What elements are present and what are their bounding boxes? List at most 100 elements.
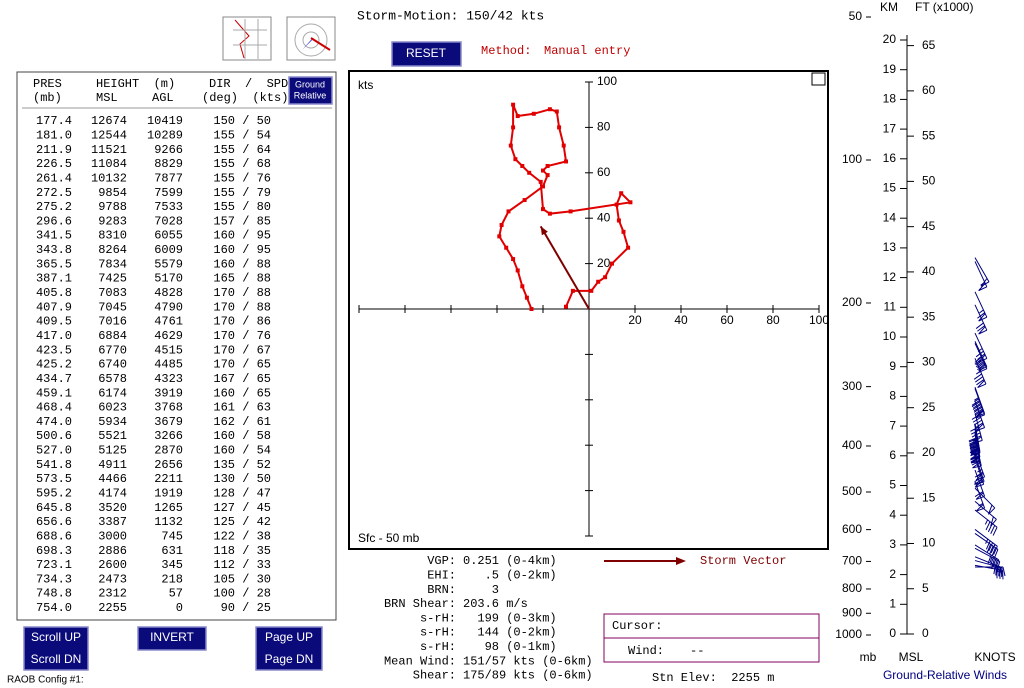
table-cell: 161 / 63 [213, 401, 271, 415]
table-cell: 6884 [98, 329, 127, 343]
table-cell: 459.1 [36, 386, 72, 400]
km-tick-label: 19 [883, 62, 897, 76]
ft-tick-label: 60 [922, 83, 936, 97]
km-tick-label: 12 [883, 270, 897, 284]
scroll-button[interactable] [23, 626, 89, 671]
table-cell: 226.5 [36, 157, 72, 171]
wind-barb [975, 566, 1006, 577]
table-cell: 155 / 76 [213, 171, 271, 185]
wind-value: -- [690, 644, 704, 658]
km-tick-label: 0 [889, 626, 896, 640]
table-cell: 11084 [91, 157, 127, 171]
reset-button[interactable] [391, 41, 462, 67]
table-cell: 4911 [98, 458, 127, 472]
table-cell: 4174 [98, 486, 127, 500]
zoom-icon[interactable] [811, 72, 826, 86]
table-cell: 409.5 [36, 315, 72, 329]
ground-relative-label[interactable]: Ground [295, 79, 325, 89]
ft-tick-label: 10 [922, 536, 936, 550]
hodograph-point [619, 191, 624, 196]
table-cell: 345 [161, 558, 183, 572]
th: MSL [96, 91, 118, 105]
table-cell: 3679 [154, 415, 183, 429]
table-cell: 8829 [154, 157, 183, 171]
stat-value: 199 (0-3km) [463, 611, 557, 625]
hodograph-point [603, 275, 608, 280]
x-tick-label: 100 [809, 313, 829, 327]
hodo-icon[interactable] [222, 16, 272, 61]
pressure-tick-label: 500 [842, 484, 862, 498]
reset-label[interactable]: RESET [406, 46, 447, 60]
scroll-dn[interactable]: Scroll DN [31, 652, 82, 666]
table-cell: 365.5 [36, 257, 72, 271]
table-cell: 170 / 65 [213, 358, 271, 372]
ft-tick-label: 55 [922, 128, 936, 142]
table-cell: 343.8 [36, 243, 72, 257]
x-tick-label: 60 [720, 313, 734, 327]
wind-barb [974, 291, 988, 322]
x-tick-label: 40 [674, 313, 688, 327]
page-up[interactable]: Page UP [265, 630, 313, 644]
table-cell: 57 [169, 587, 183, 601]
wind-barb [973, 358, 987, 389]
table-cell: 261.4 [36, 171, 72, 185]
table-cell: 275.2 [36, 200, 72, 214]
pressure-tick-label: 800 [842, 581, 862, 595]
hodograph-point [504, 245, 509, 250]
table-cell: 155 / 64 [213, 143, 271, 157]
page-dn[interactable]: Page DN [265, 652, 314, 666]
table-cell: 423.5 [36, 343, 72, 357]
hodograph-point [547, 211, 552, 216]
stat-label: s-rH: [420, 640, 456, 654]
table-cell: 122 / 38 [213, 529, 271, 543]
page-button[interactable] [255, 626, 323, 671]
hodograph-point [557, 125, 562, 130]
km-tick-label: 7 [889, 418, 896, 432]
hodograph-point [499, 223, 504, 228]
ground-relative-label[interactable]: Relative [294, 90, 327, 100]
table-cell: 4761 [154, 315, 183, 329]
pressure-tick-label: 1000 [835, 627, 862, 641]
ft-tick-label: 50 [922, 174, 936, 188]
table-cell: 4790 [154, 300, 183, 314]
pressure-tick-label: 600 [842, 522, 862, 536]
invert-button[interactable] [137, 626, 207, 651]
stat-label: Mean Wind: [384, 654, 456, 668]
hodograph-point [515, 268, 520, 273]
table-cell: 90 / 25 [221, 601, 271, 615]
table-cell: 155 / 68 [213, 157, 271, 171]
table-cell: 10132 [91, 171, 127, 185]
table-cell: 1132 [154, 515, 183, 529]
table-cell: 118 / 35 [213, 544, 271, 558]
ground-relative-button[interactable] [288, 76, 333, 105]
table-cell: 341.5 [36, 229, 72, 243]
km-tick-label: 8 [889, 389, 896, 403]
table-cell: 748.8 [36, 587, 72, 601]
table-cell: 8310 [98, 229, 127, 243]
scroll-up[interactable]: Scroll UP [31, 630, 81, 644]
table-cell: 4466 [98, 472, 127, 486]
km-tick-label: 14 [883, 210, 897, 224]
th: (mb) [33, 91, 62, 105]
table-cell: 218 [161, 572, 183, 586]
table-cell: 177.4 [36, 114, 72, 128]
polar-icon[interactable] [286, 16, 336, 61]
table-cell: 170 / 86 [213, 315, 271, 329]
invert-label[interactable]: INVERT [150, 630, 194, 644]
table-cell: 6770 [98, 343, 127, 357]
hodograph-point [564, 304, 568, 309]
wind-barb [974, 529, 998, 555]
hodograph-point [508, 143, 513, 148]
storm-vector-head [540, 226, 548, 236]
table-cell: 155 / 79 [213, 186, 271, 200]
table-cell: 6023 [98, 401, 127, 415]
msl-label: MSL [899, 650, 924, 664]
table-cell: 3768 [154, 401, 183, 415]
stat-value: 98 (0-1km) [463, 640, 557, 654]
ft-tick-label: 5 [922, 581, 929, 595]
table-cell: 6009 [154, 243, 183, 257]
table-cell: 112 / 33 [213, 558, 271, 572]
table-cell: 573.5 [36, 472, 72, 486]
hodograph-point [621, 229, 626, 234]
